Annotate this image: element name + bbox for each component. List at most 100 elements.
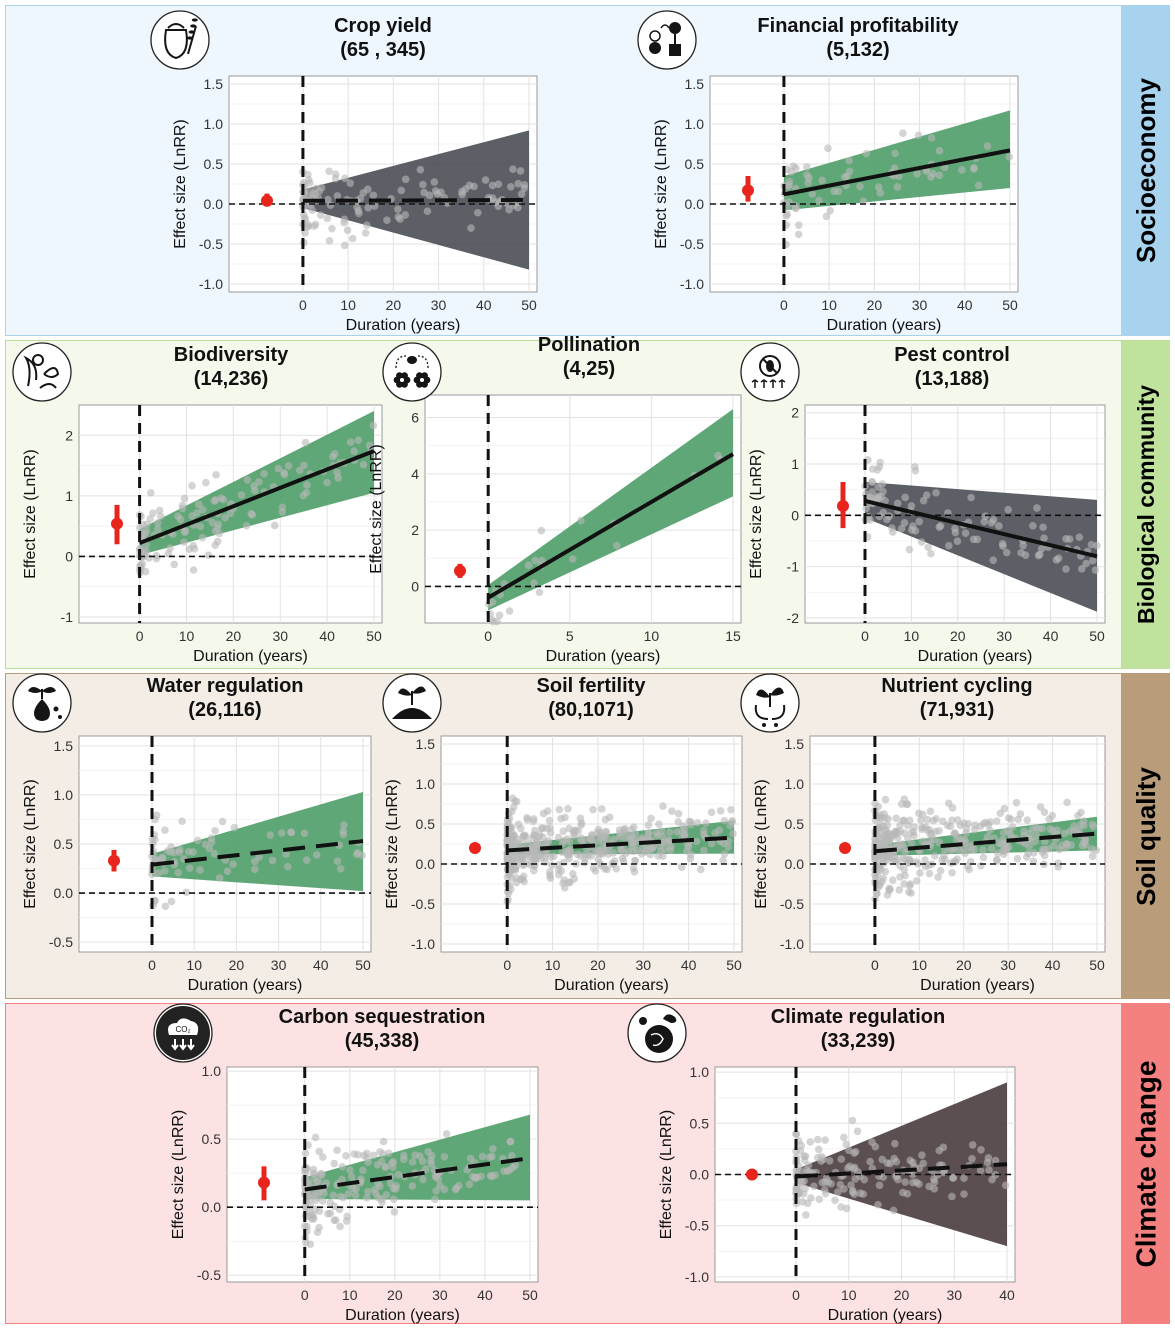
x-tick-label: 0	[136, 628, 144, 644]
data-point	[381, 1163, 390, 1171]
data-point	[919, 810, 927, 819]
data-point	[899, 855, 907, 863]
data-point	[792, 1184, 800, 1193]
y-tick-label: -0.5	[197, 1267, 221, 1283]
data-point	[440, 1185, 449, 1194]
x-axis-label: Duration (years)	[828, 1307, 943, 1324]
data-point	[979, 846, 987, 854]
data-point	[390, 1208, 399, 1216]
data-point	[874, 183, 883, 191]
data-point	[649, 843, 658, 851]
data-point	[939, 817, 947, 825]
data-point	[514, 203, 522, 212]
data-point	[519, 831, 528, 840]
data-point	[819, 1155, 828, 1164]
data-point	[505, 1166, 514, 1174]
data-point	[888, 876, 897, 885]
data-point	[615, 826, 624, 834]
y-tick-label: 0.5	[690, 1115, 710, 1131]
data-point	[318, 1197, 327, 1205]
trend-line	[864, 498, 1098, 559]
data-point	[657, 827, 666, 835]
data-point	[715, 826, 724, 834]
data-point	[684, 842, 693, 851]
data-point	[720, 850, 729, 858]
data-point	[866, 1157, 874, 1166]
data-point	[523, 816, 532, 824]
x-tick-label: 20	[950, 628, 966, 644]
data-point	[205, 844, 214, 853]
data-point	[842, 1140, 851, 1149]
data-point	[180, 494, 189, 503]
data-point	[430, 178, 439, 186]
data-point	[627, 832, 636, 841]
data-point	[979, 853, 988, 862]
data-point	[488, 1152, 496, 1161]
x-tick-label: 20	[226, 628, 242, 644]
trend-line	[304, 1156, 531, 1192]
data-point	[586, 835, 594, 843]
data-point	[465, 1180, 474, 1189]
data-point	[537, 526, 546, 535]
data-point	[1039, 523, 1047, 532]
data-point	[914, 131, 923, 140]
summary-mean	[261, 194, 273, 207]
data-point	[419, 1175, 427, 1184]
data-point	[330, 1216, 339, 1225]
data-point	[918, 1151, 926, 1160]
data-point	[570, 831, 579, 840]
data-point	[369, 1151, 378, 1160]
data-point	[529, 834, 537, 842]
data-point	[668, 807, 676, 815]
data-point	[373, 1161, 382, 1169]
data-point	[898, 840, 907, 848]
data-point	[336, 865, 345, 873]
data-point	[340, 821, 348, 829]
y-tick-label: 0.0	[54, 885, 74, 901]
data-point	[912, 877, 921, 885]
data-point	[1081, 841, 1090, 849]
data-point	[728, 818, 736, 826]
data-point	[174, 868, 183, 877]
data-point	[194, 500, 203, 509]
data-point	[278, 508, 287, 516]
svg-text:CO₂: CO₂	[175, 1025, 190, 1034]
data-point	[591, 847, 600, 855]
data-point	[886, 833, 895, 841]
data-point	[949, 1174, 957, 1182]
data-point	[621, 849, 630, 858]
data-point	[543, 824, 551, 833]
x-tick-label: 0	[299, 297, 307, 313]
summary-mean	[108, 854, 120, 867]
data-point	[1088, 852, 1097, 861]
data-point	[792, 1130, 800, 1138]
data-point	[935, 171, 944, 180]
data-point	[418, 1157, 427, 1166]
data-point	[834, 1188, 842, 1196]
y-tick-label: 1	[65, 488, 73, 504]
x-axis-label: Duration (years)	[345, 1307, 460, 1324]
data-point	[874, 483, 882, 491]
data-point	[1014, 815, 1022, 824]
y-tick-label: -1	[787, 559, 800, 575]
data-point	[906, 1156, 915, 1165]
x-tick-label: 40	[1043, 628, 1059, 644]
data-point	[967, 493, 975, 502]
data-point	[434, 1175, 443, 1184]
data-point	[351, 1191, 360, 1199]
data-point	[948, 804, 957, 812]
x-tick-label: 30	[1000, 957, 1016, 973]
y-axis-label: Effect size (LnRR)	[22, 449, 39, 579]
data-point	[511, 1161, 520, 1170]
data-point	[922, 491, 931, 499]
data-point	[193, 836, 202, 845]
x-tick-label: 10	[904, 628, 920, 644]
data-point	[834, 187, 843, 196]
y-tick-label: 2	[65, 427, 73, 443]
data-point	[883, 515, 891, 524]
data-point	[535, 833, 543, 841]
data-point	[983, 832, 992, 841]
data-point	[810, 1182, 818, 1191]
data-point	[518, 839, 527, 848]
